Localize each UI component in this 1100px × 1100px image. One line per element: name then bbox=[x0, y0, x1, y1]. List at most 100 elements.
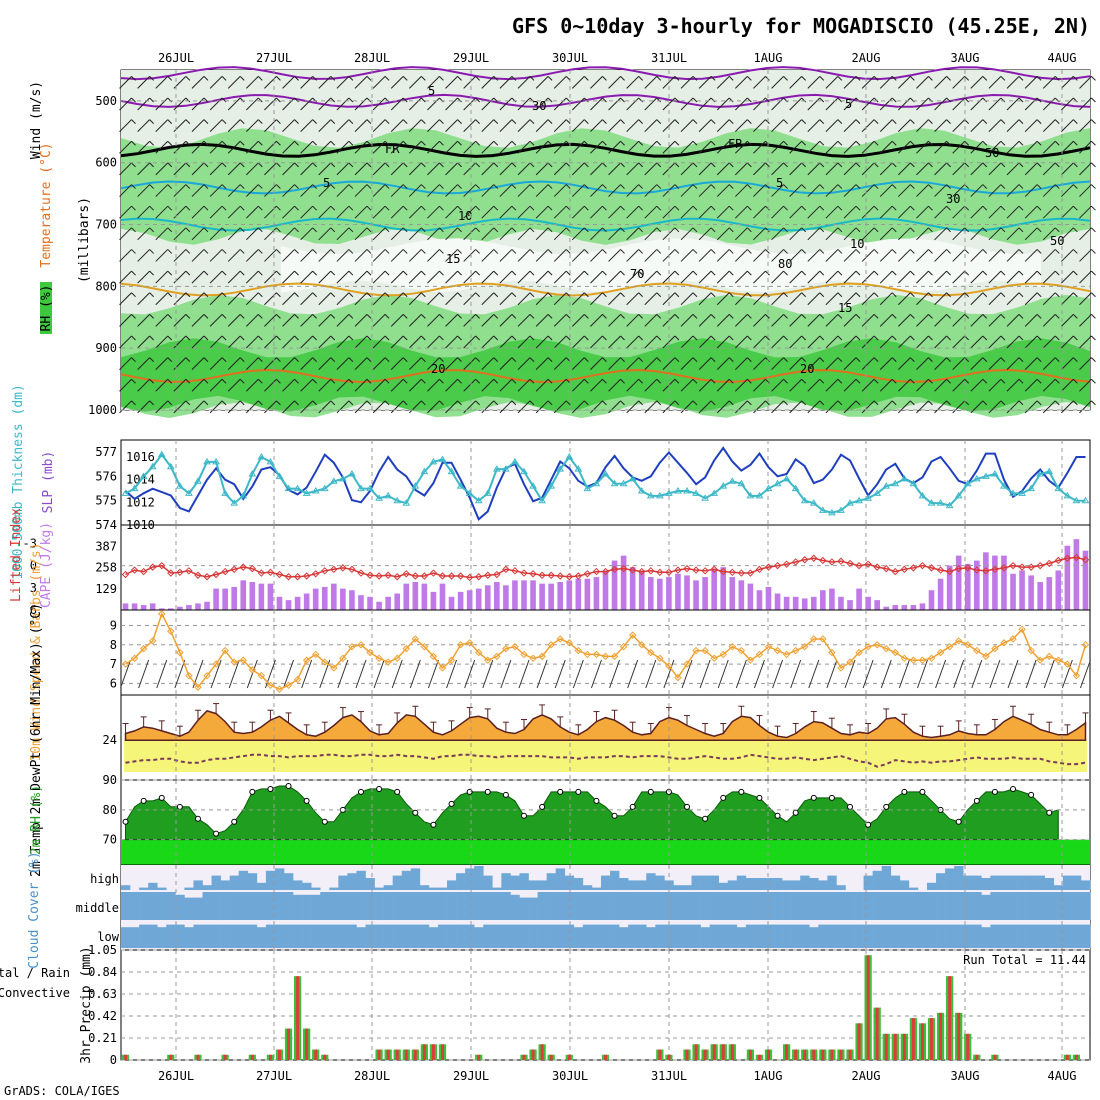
cloud-low-cell bbox=[365, 924, 375, 948]
cloud-low-cell bbox=[157, 927, 167, 948]
wind-barb-flag bbox=[439, 335, 444, 341]
li-point bbox=[964, 564, 972, 572]
wind10m-point bbox=[148, 637, 157, 645]
wind-barb-flag bbox=[855, 227, 861, 233]
wind-barb-flag bbox=[366, 76, 372, 81]
wind-barb-flag bbox=[928, 205, 933, 211]
pressure-tick-4: 900 bbox=[95, 341, 117, 355]
wind-barb bbox=[191, 162, 205, 176]
wind-barb-flag bbox=[185, 400, 191, 406]
wind-barb-flag bbox=[312, 400, 318, 406]
wind-barb bbox=[916, 400, 929, 414]
wind-barb-flag bbox=[131, 357, 136, 362]
li-point bbox=[701, 567, 709, 575]
thickness-point bbox=[728, 477, 737, 484]
wind-barb-flag bbox=[710, 400, 716, 406]
wind-barb-flag bbox=[420, 400, 426, 406]
wind-barb-flag bbox=[203, 314, 209, 319]
cloud-middle-cell bbox=[166, 892, 176, 920]
wind-barb-flag bbox=[1091, 184, 1096, 189]
wind10m-point bbox=[538, 652, 546, 661]
wind-barb bbox=[553, 357, 567, 370]
wind-barb bbox=[227, 314, 241, 327]
rh2m-point bbox=[774, 812, 781, 819]
wind10m-barbs bbox=[120, 659, 1091, 689]
wind-barb-flag bbox=[674, 162, 680, 168]
thickness-tick-3: 574 bbox=[95, 518, 117, 532]
wind-barb bbox=[970, 292, 984, 306]
cloud-middle-cell bbox=[492, 892, 502, 920]
cloud-high-cell bbox=[492, 887, 502, 890]
wind-barb-flag bbox=[529, 378, 535, 384]
wind10m-point bbox=[520, 650, 528, 659]
wind-barb bbox=[716, 292, 730, 306]
wind-barb bbox=[753, 97, 766, 111]
wind-barb bbox=[173, 314, 187, 327]
wind-barb-flag bbox=[1073, 162, 1078, 168]
wind-barb-flag bbox=[547, 205, 553, 211]
wind-barb bbox=[680, 140, 694, 154]
wind-barb bbox=[119, 357, 132, 370]
thickness-point bbox=[538, 496, 546, 504]
temperature-area bbox=[124, 710, 1087, 741]
thickness-point bbox=[936, 499, 945, 506]
wind-barb-flag bbox=[402, 140, 408, 146]
wind-barb-flag bbox=[1000, 378, 1006, 384]
wind-barb-flag bbox=[710, 205, 716, 211]
wind-barb-flag bbox=[638, 335, 644, 341]
wind-barb-flag bbox=[330, 119, 336, 124]
wind-barb bbox=[209, 357, 223, 370]
cloud-middle-cell bbox=[157, 892, 167, 920]
wind-barb-flag bbox=[131, 292, 136, 298]
rh2m-point bbox=[430, 821, 437, 828]
top-date-5: 31JUL bbox=[651, 51, 687, 65]
wind-barb-flag bbox=[257, 357, 263, 362]
rh2m-point bbox=[194, 815, 201, 822]
thickness-point bbox=[583, 484, 592, 492]
cloud-middle-cell bbox=[311, 894, 321, 920]
thickness-point bbox=[357, 484, 365, 492]
thickness-point bbox=[293, 484, 302, 492]
wind-barb-flag bbox=[1091, 335, 1096, 341]
wind-barb bbox=[445, 249, 458, 262]
wind-barb-flag bbox=[420, 314, 426, 319]
contour-6 bbox=[120, 368, 1091, 384]
wind-barb bbox=[861, 378, 875, 392]
wind-barb bbox=[445, 227, 458, 241]
wind-barb-flag bbox=[565, 249, 571, 254]
cloud-high-cell bbox=[447, 880, 457, 890]
wind-barb bbox=[952, 184, 966, 197]
cloud-middle-cell bbox=[374, 892, 384, 920]
wind-barb bbox=[408, 76, 422, 89]
wind-barb bbox=[734, 314, 748, 327]
wind-barb-flag bbox=[602, 76, 607, 81]
wind-barb bbox=[427, 119, 440, 132]
wind-barb bbox=[608, 314, 621, 327]
precip-convective-bar bbox=[721, 1044, 725, 1060]
wind-barb-flag bbox=[402, 249, 408, 254]
wind-barb bbox=[390, 270, 404, 284]
wind-barb bbox=[245, 140, 259, 154]
wind10m-barb bbox=[572, 659, 584, 689]
cape-bar bbox=[946, 565, 953, 610]
wind-barb-flag bbox=[801, 97, 807, 103]
cloud-high-cell bbox=[936, 873, 946, 890]
cape-bar bbox=[820, 590, 826, 610]
cloud-low-cell bbox=[166, 924, 176, 948]
footer-credit: GrADS: COLA/IGES bbox=[4, 1084, 120, 1098]
wind-barb-flag bbox=[493, 357, 499, 362]
wind-barb bbox=[916, 227, 929, 241]
wind-barb-flag bbox=[439, 162, 444, 168]
wind-barb-flag bbox=[493, 227, 499, 233]
wind-barb-flag bbox=[348, 292, 354, 298]
wind-barb-flag bbox=[873, 292, 879, 298]
wind-barb-flag bbox=[457, 249, 462, 254]
wind10m-point bbox=[384, 658, 392, 666]
wind-barb bbox=[644, 357, 658, 370]
wind-barb bbox=[517, 357, 531, 370]
wind-barb-flag bbox=[620, 314, 625, 319]
rh2m-point bbox=[231, 818, 238, 825]
thickness-point bbox=[511, 457, 519, 465]
wind-barb bbox=[1061, 400, 1074, 414]
wind-barb-flag bbox=[221, 400, 227, 406]
